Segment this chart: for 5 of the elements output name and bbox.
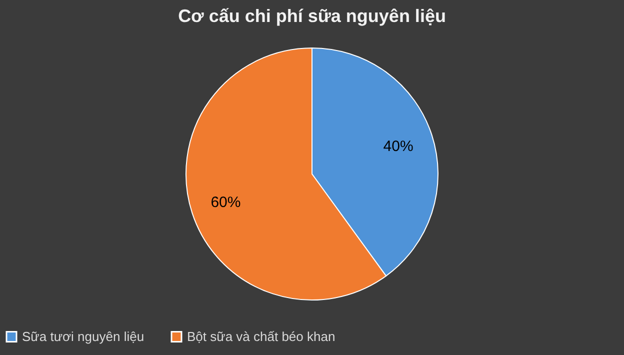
data-label: 40%	[383, 138, 414, 155]
data-label: 60%	[210, 194, 241, 212]
legend-label: Sữa tươi nguyên liệu	[22, 328, 144, 344]
chart-title: Cơ cấu chi phí sữa nguyên liệu	[178, 6, 446, 26]
legend-label: Bột sữa và chất béo khan	[187, 328, 336, 344]
